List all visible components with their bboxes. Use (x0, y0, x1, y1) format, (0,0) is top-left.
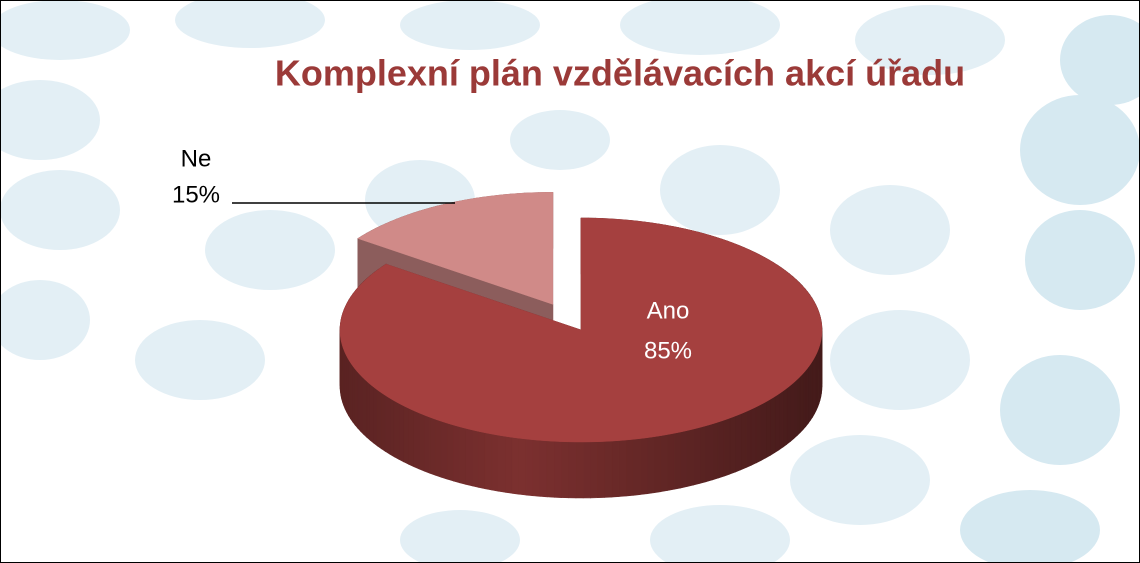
slice-side (369, 383, 375, 444)
slice-side (505, 435, 513, 494)
slice-side (646, 436, 655, 495)
slice-top (357, 192, 554, 305)
slice-side (673, 431, 681, 490)
slice-side (389, 397, 395, 458)
slice-side (686, 428, 694, 487)
slice-side (429, 416, 436, 476)
slice-side (471, 429, 479, 488)
slice-side (782, 387, 788, 448)
slice-side (699, 425, 707, 484)
slice-side (705, 423, 713, 483)
slice-side (498, 434, 506, 493)
slice-side (366, 380, 371, 441)
slice-side (632, 438, 641, 496)
slice (339, 217, 823, 499)
slice-value-label: 85% (644, 337, 692, 364)
slice-side (447, 422, 454, 482)
slice-side (413, 410, 420, 470)
slice-side (639, 437, 648, 495)
slice-side (778, 390, 784, 451)
slice-side (711, 421, 719, 481)
slice-side (723, 417, 731, 477)
slice-side (693, 427, 701, 486)
slice-side (717, 419, 725, 479)
slice-side (418, 412, 425, 472)
slice-side (554, 441, 562, 498)
slice-side (357, 371, 361, 433)
slice-side (575, 441, 584, 499)
slice-side (660, 434, 668, 493)
slice-side (765, 398, 771, 459)
slice-side (729, 415, 736, 475)
slice-side (740, 411, 747, 471)
slice-side (597, 441, 605, 499)
slice-side (385, 394, 391, 455)
slice-side (568, 441, 577, 499)
slice-side (484, 432, 493, 491)
slice-side (611, 440, 620, 498)
slice-side (618, 439, 627, 497)
slice-side (667, 432, 675, 491)
slice-side (525, 438, 534, 497)
slice-side (539, 440, 548, 498)
slice-side (393, 400, 400, 460)
slice-side (398, 402, 405, 463)
slice-side (796, 375, 801, 437)
slice-side (770, 396, 776, 456)
slice-side (352, 365, 356, 426)
slice-side (435, 418, 442, 478)
slice-side (582, 441, 591, 499)
slice-side (590, 441, 598, 499)
slice-side (511, 436, 520, 495)
slice-side (532, 439, 541, 497)
slice-side (441, 420, 448, 480)
slice-side (653, 435, 661, 494)
slice-side (805, 366, 809, 428)
slice-side (373, 386, 378, 447)
pie (339, 192, 823, 499)
slice-side (750, 406, 757, 466)
slice-side (377, 389, 382, 450)
slice-side (518, 437, 527, 496)
slice-value-label: 15% (172, 181, 220, 208)
slice-label: Ne (181, 145, 212, 172)
slice-side (735, 413, 742, 473)
slice-label: Ano (647, 297, 690, 324)
slice-side (350, 361, 354, 423)
slice-side (786, 384, 791, 445)
slice-side (793, 378, 798, 440)
slice-side (546, 440, 555, 498)
slice-side (459, 426, 467, 485)
slice-side (755, 403, 762, 464)
slice-side (625, 439, 634, 497)
slice-side (360, 374, 364, 436)
slice-side (424, 414, 431, 474)
slice-side (799, 372, 804, 434)
chart-title: Komplexní plán vzdělávacích akcí úřadu (275, 53, 965, 94)
slice-side (802, 369, 807, 431)
slice-side (408, 407, 415, 468)
slice-side (363, 377, 368, 438)
slice-side (381, 392, 386, 453)
slice-side (453, 424, 460, 484)
slice-side (680, 430, 688, 489)
slice-side (808, 363, 811, 425)
slice-side (745, 408, 752, 469)
slice-side (790, 381, 795, 443)
slice-top (339, 217, 823, 443)
slice-side (604, 440, 613, 498)
slice-side (478, 431, 486, 490)
slice-side (760, 401, 767, 461)
slice-side (491, 433, 499, 492)
slice-side (354, 368, 359, 430)
slice-side (810, 359, 813, 422)
slice-side (561, 441, 570, 499)
slice-side (403, 405, 409, 465)
slice-side (774, 393, 780, 454)
slice-side (465, 427, 473, 487)
